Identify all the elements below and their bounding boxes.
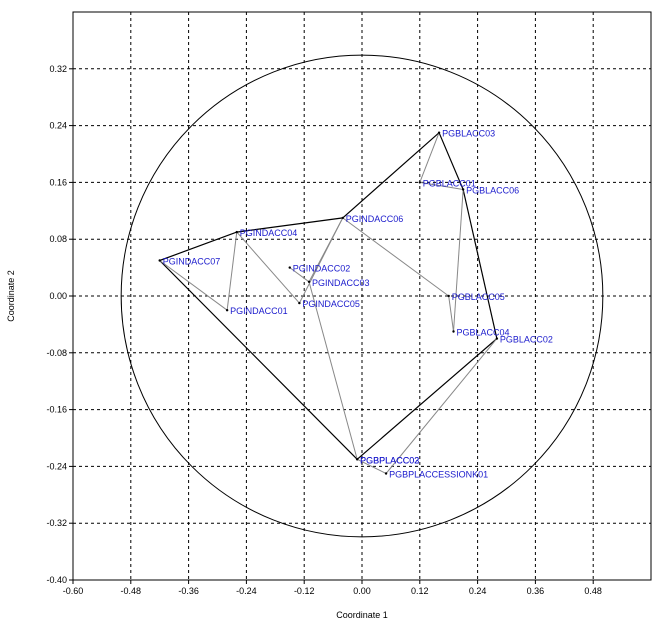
y-tick-label: 0.00 [49,291,67,301]
y-tick-label: 0.32 [49,64,67,74]
spoke-line [448,295,455,332]
point-label: PGINDACC07 [163,257,221,267]
data-point [384,472,388,475]
x-tick-label: 0.24 [469,586,487,596]
data-point [288,266,291,269]
x-tick-label: -0.48 [121,586,142,596]
data-point [452,330,455,333]
y-tick-label: -0.40 [46,575,67,585]
data-point [158,259,161,262]
point-label: PGBLACC05 [452,292,505,302]
data-point [495,337,499,340]
x-tick-label: -0.12 [294,586,315,596]
x-tick-label: 0.48 [584,586,602,596]
data-point [437,131,441,134]
point-label: PGINDACC05 [302,299,360,309]
y-tick-label: -0.32 [46,518,67,528]
spoke-line [419,132,440,183]
spoke-line [236,231,300,304]
spoke-line [453,189,464,332]
y-tick-label: -0.16 [46,405,67,415]
y-axis-title: Coordinate 2 [6,270,16,322]
y-tick-label: -0.24 [46,461,67,471]
x-tick-label: -0.36 [178,586,199,596]
hull-outline [158,131,498,461]
grid-lines [73,12,651,580]
y-axis-ticks: -0.40 -0.32 -0.24 -0.16 -0.08 0.00 0.08 0.16 0.2… [46,64,73,585]
data-point [235,230,238,234]
point-label: PGBLACC02 [500,335,553,345]
point-label: PGINDACC04 [240,228,298,238]
spoke-line [356,458,387,474]
point-label: PGBLACC01 [423,178,476,188]
x-tick-label: -0.24 [236,586,257,596]
spoke-line [159,260,228,311]
spoke-line [308,217,344,283]
point-label: PGBLACC06 [466,186,519,196]
point-label: PGINDACC01 [230,306,288,316]
point-label: PGINDACC02 [293,264,351,274]
data-point [225,309,229,312]
y-tick-label: -0.08 [46,348,67,358]
x-axis-title: Coordinate 1 [336,610,388,620]
spoke-line [342,217,449,297]
y-tick-label: 0.08 [49,234,67,244]
data-point [461,188,465,191]
x-axis-ticks: -0.60 -0.48 -0.36 -0.24 -0.12 0.00 0.12 0.24 0.3… [63,580,602,596]
data-point [447,294,450,298]
point-label: PGBLACC04 [457,328,510,338]
data-points: PGINDACC07 PGINDACC04 PGINDACC02 PGINDACC06… [158,129,553,480]
x-tick-label: 0.12 [411,586,429,596]
point-label: PGINDACC03 [312,278,370,288]
spoke-line [226,232,238,311]
data-point [298,301,301,305]
data-point [341,216,344,220]
reference-circle [120,54,604,538]
spoke-lines [159,132,498,474]
data-point [418,181,421,184]
spoke-line [419,181,464,190]
x-tick-label: -0.60 [63,586,84,596]
data-point [355,458,359,461]
point-label: PGBPLACC02 [360,455,419,465]
spoke-line [385,338,498,474]
data-point [307,280,311,283]
point-label: PGINDACC06 [346,214,404,224]
x-tick-label: 0.36 [527,586,545,596]
hull-polygon [158,131,498,461]
point-label: PGBPLACC03 [360,455,419,465]
y-tick-label: 0.24 [49,121,67,131]
point-label: PGBLACC03 [442,129,495,139]
point-label: PGBPLACCESSIONK01 [389,470,488,480]
x-tick-label: 0.00 [353,586,371,596]
y-tick-label: 0.16 [49,177,67,187]
spoke-line [308,281,358,460]
spoke-line [289,267,310,283]
